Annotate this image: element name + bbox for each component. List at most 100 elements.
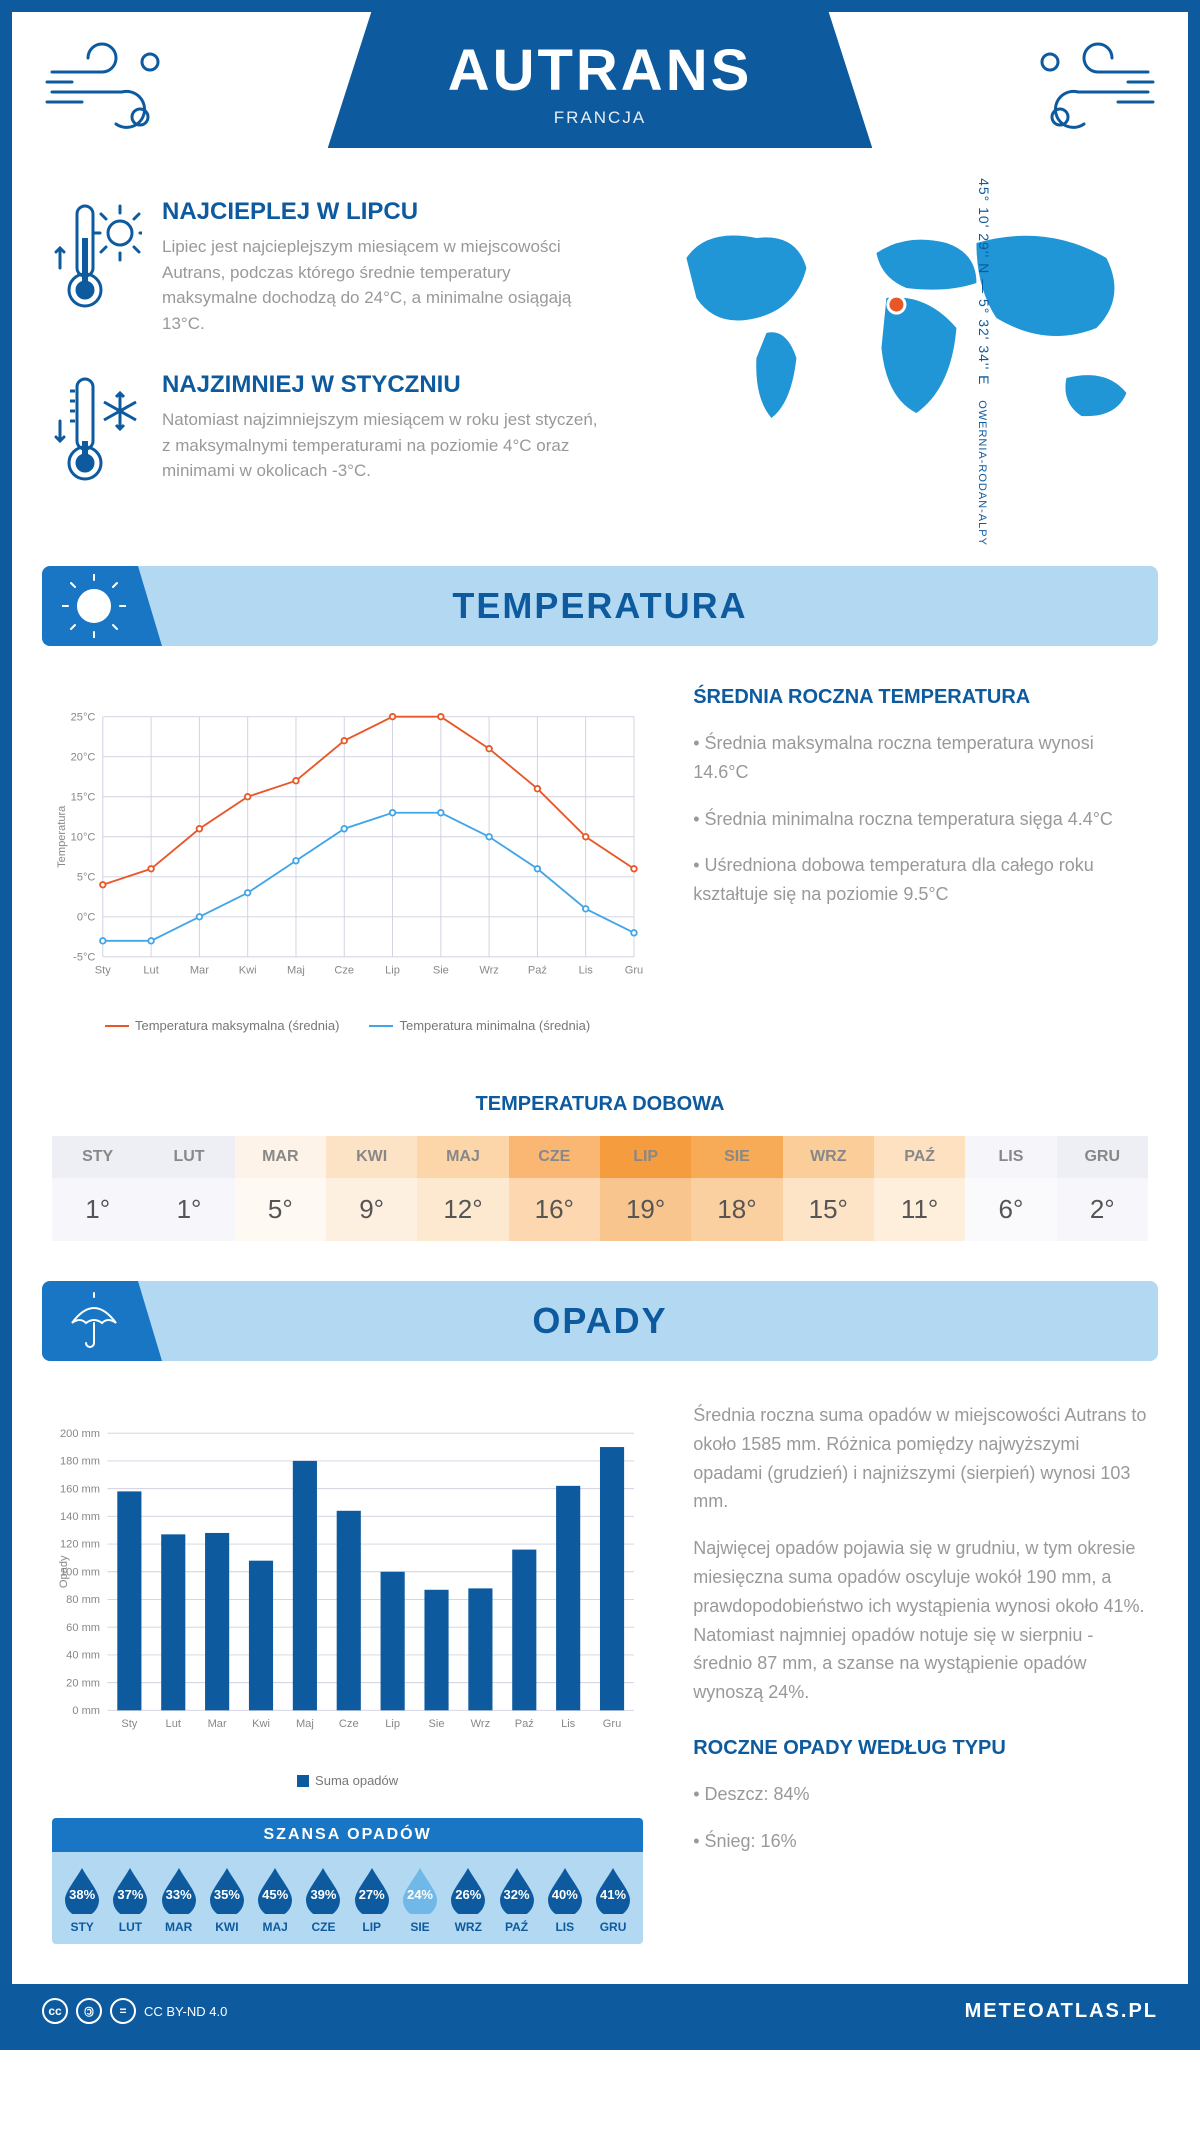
precip-type-title: ROCZNE OPADY WEDŁUG TYPU xyxy=(693,1737,1148,1760)
svg-text:Lip: Lip xyxy=(385,1718,400,1730)
rain-chance-cell: 32% PAŹ xyxy=(492,1866,540,1934)
svg-text:-5°C: -5°C xyxy=(73,952,95,964)
sun-icon xyxy=(62,574,126,638)
svg-text:Cze: Cze xyxy=(334,964,354,976)
svg-text:140 mm: 140 mm xyxy=(60,1511,100,1523)
precipitation-bar-chart: 0 mm20 mm40 mm60 mm80 mm100 mm120 mm140 … xyxy=(52,1401,643,1761)
daily-cell: MAJ 12° xyxy=(417,1136,508,1241)
svg-text:20°C: 20°C xyxy=(71,751,96,763)
svg-text:10°C: 10°C xyxy=(71,831,96,843)
rain-chance-cell: 26% WRZ xyxy=(444,1866,492,1934)
rain-chance-title: SZANSA OPADÓW xyxy=(52,1818,643,1852)
daily-cell: GRU 2° xyxy=(1057,1136,1148,1241)
svg-text:200 mm: 200 mm xyxy=(60,1428,100,1440)
daily-cell: STY 1° xyxy=(52,1136,143,1241)
header: AUTRANS FRANCJA xyxy=(12,12,1188,168)
page-title: AUTRANS xyxy=(448,37,753,104)
temp-bullet: • Uśredniona dobowa temperatura dla całe… xyxy=(693,851,1148,909)
daily-cell: MAR 5° xyxy=(235,1136,326,1241)
rain-chance-cell: 24% SIE xyxy=(396,1866,444,1934)
daily-cell: LIP 19° xyxy=(600,1136,691,1241)
footer-brand: METEOATLAS.PL xyxy=(965,2000,1158,2023)
svg-text:Lis: Lis xyxy=(579,964,594,976)
rain-chance-cell: 41% GRU xyxy=(589,1866,637,1934)
fact-cold-text: Natomiast najzimniejszym miesiącem w rok… xyxy=(162,407,605,484)
title-banner: AUTRANS FRANCJA xyxy=(328,12,873,148)
footer: cc 🄯 = CC BY-ND 4.0 METEOATLAS.PL xyxy=(12,1984,1188,2038)
precip-type-bullet: • Deszcz: 84% xyxy=(693,1780,1148,1809)
svg-text:Sie: Sie xyxy=(429,1718,445,1730)
temp-bullet: • Średnia maksymalna roczna temperatura … xyxy=(693,729,1148,787)
svg-text:Lut: Lut xyxy=(166,1718,181,1730)
daily-cell: KWI 9° xyxy=(326,1136,417,1241)
daily-cell: LIS 6° xyxy=(965,1136,1056,1241)
svg-text:5°C: 5°C xyxy=(77,871,96,883)
svg-text:40 mm: 40 mm xyxy=(66,1650,100,1662)
thermometer-cold-icon xyxy=(52,371,142,491)
svg-text:Sty: Sty xyxy=(95,964,111,976)
raindrop-icon: 40% xyxy=(546,1866,584,1914)
svg-text:0°C: 0°C xyxy=(77,912,96,924)
info-row: NAJCIEPLEJ W LIPCU Lipiec jest najcieple… xyxy=(12,168,1188,566)
raindrop-icon: 32% xyxy=(498,1866,536,1914)
daily-cell: PAŹ 11° xyxy=(874,1136,965,1241)
daily-cell: CZE 16° xyxy=(509,1136,600,1241)
wind-icon-right xyxy=(1018,42,1158,142)
precip-para: Średnia roczna suma opadów w miejscowośc… xyxy=(693,1401,1148,1516)
rain-chance-row: 38% STY 37% LUT 33% MAR 35% KWI xyxy=(52,1852,643,1944)
raindrop-icon: 45% xyxy=(256,1866,294,1914)
daily-cell: WRZ 15° xyxy=(783,1136,874,1241)
fact-warmest: NAJCIEPLEJ W LIPCU Lipiec jest najcieple… xyxy=(52,198,605,336)
daily-cell: SIE 18° xyxy=(691,1136,782,1241)
rain-chance-cell: 40% LIS xyxy=(541,1866,589,1934)
svg-text:120 mm: 120 mm xyxy=(60,1539,100,1551)
svg-text:Gru: Gru xyxy=(603,1718,621,1730)
umbrella-icon xyxy=(62,1289,126,1353)
fact-cold-title: NAJZIMNIEJ W STYCZNIU xyxy=(162,371,605,399)
raindrop-icon: 24% xyxy=(401,1866,439,1914)
daily-cell: LUT 1° xyxy=(143,1136,234,1241)
daily-temp-table: STY 1° LUT 1° MAR 5° KWI 9° MAJ 12° CZE … xyxy=(52,1136,1148,1241)
fact-warm-title: NAJCIEPLEJ W LIPCU xyxy=(162,198,605,226)
svg-text:Paź: Paź xyxy=(515,1718,534,1730)
rain-chance-cell: 39% CZE xyxy=(299,1866,347,1934)
svg-text:180 mm: 180 mm xyxy=(60,1456,100,1468)
raindrop-icon: 38% xyxy=(63,1866,101,1914)
raindrop-icon: 26% xyxy=(449,1866,487,1914)
precip-para: Najwięcej opadów pojawia się w grudniu, … xyxy=(693,1534,1148,1707)
svg-text:Temperatura: Temperatura xyxy=(56,805,68,868)
rain-chance-cell: 45% MAJ xyxy=(251,1866,299,1934)
wind-icon-left xyxy=(42,42,182,142)
daily-temp-title: TEMPERATURA DOBOWA xyxy=(12,1093,1188,1116)
temp-info-title: ŚREDNIA ROCZNA TEMPERATURA xyxy=(693,686,1148,709)
svg-text:Lis: Lis xyxy=(561,1718,576,1730)
svg-text:15°C: 15°C xyxy=(71,791,96,803)
nd-icon: = xyxy=(110,1998,136,2024)
svg-text:Maj: Maj xyxy=(296,1718,314,1730)
svg-text:Maj: Maj xyxy=(287,964,305,976)
svg-text:Lip: Lip xyxy=(385,964,400,976)
map-coords: 45° 10' 29'' N — 5° 32' 34'' E OWERNIA-R… xyxy=(976,178,992,546)
raindrop-icon: 41% xyxy=(594,1866,632,1914)
chart-legend: Temperatura maksymalna (średnia)Temperat… xyxy=(52,1018,643,1033)
chart-legend: Suma opadów xyxy=(52,1773,643,1788)
license: cc 🄯 = CC BY-ND 4.0 xyxy=(42,1998,227,2024)
svg-text:Mar: Mar xyxy=(190,964,209,976)
raindrop-icon: 39% xyxy=(304,1866,342,1914)
precip-type-bullet: • Śnieg: 16% xyxy=(693,1827,1148,1856)
svg-text:Wrz: Wrz xyxy=(471,1718,490,1730)
thermometer-hot-icon xyxy=(52,198,142,318)
svg-text:160 mm: 160 mm xyxy=(60,1483,100,1495)
svg-text:20 mm: 20 mm xyxy=(66,1677,100,1689)
cc-icon: cc xyxy=(42,1998,68,2024)
svg-text:Cze: Cze xyxy=(339,1718,359,1730)
svg-text:0 mm: 0 mm xyxy=(72,1705,100,1717)
page-subtitle: FRANCJA xyxy=(448,108,753,128)
rain-chance-cell: 38% STY xyxy=(58,1866,106,1934)
rain-chance-cell: 37% LUT xyxy=(106,1866,154,1934)
raindrop-icon: 27% xyxy=(353,1866,391,1914)
svg-text:Kwi: Kwi xyxy=(239,964,257,976)
section-title: TEMPERATURA xyxy=(452,585,747,627)
section-temperature: TEMPERATURA xyxy=(42,566,1158,646)
rain-chance-cell: 35% KWI xyxy=(203,1866,251,1934)
